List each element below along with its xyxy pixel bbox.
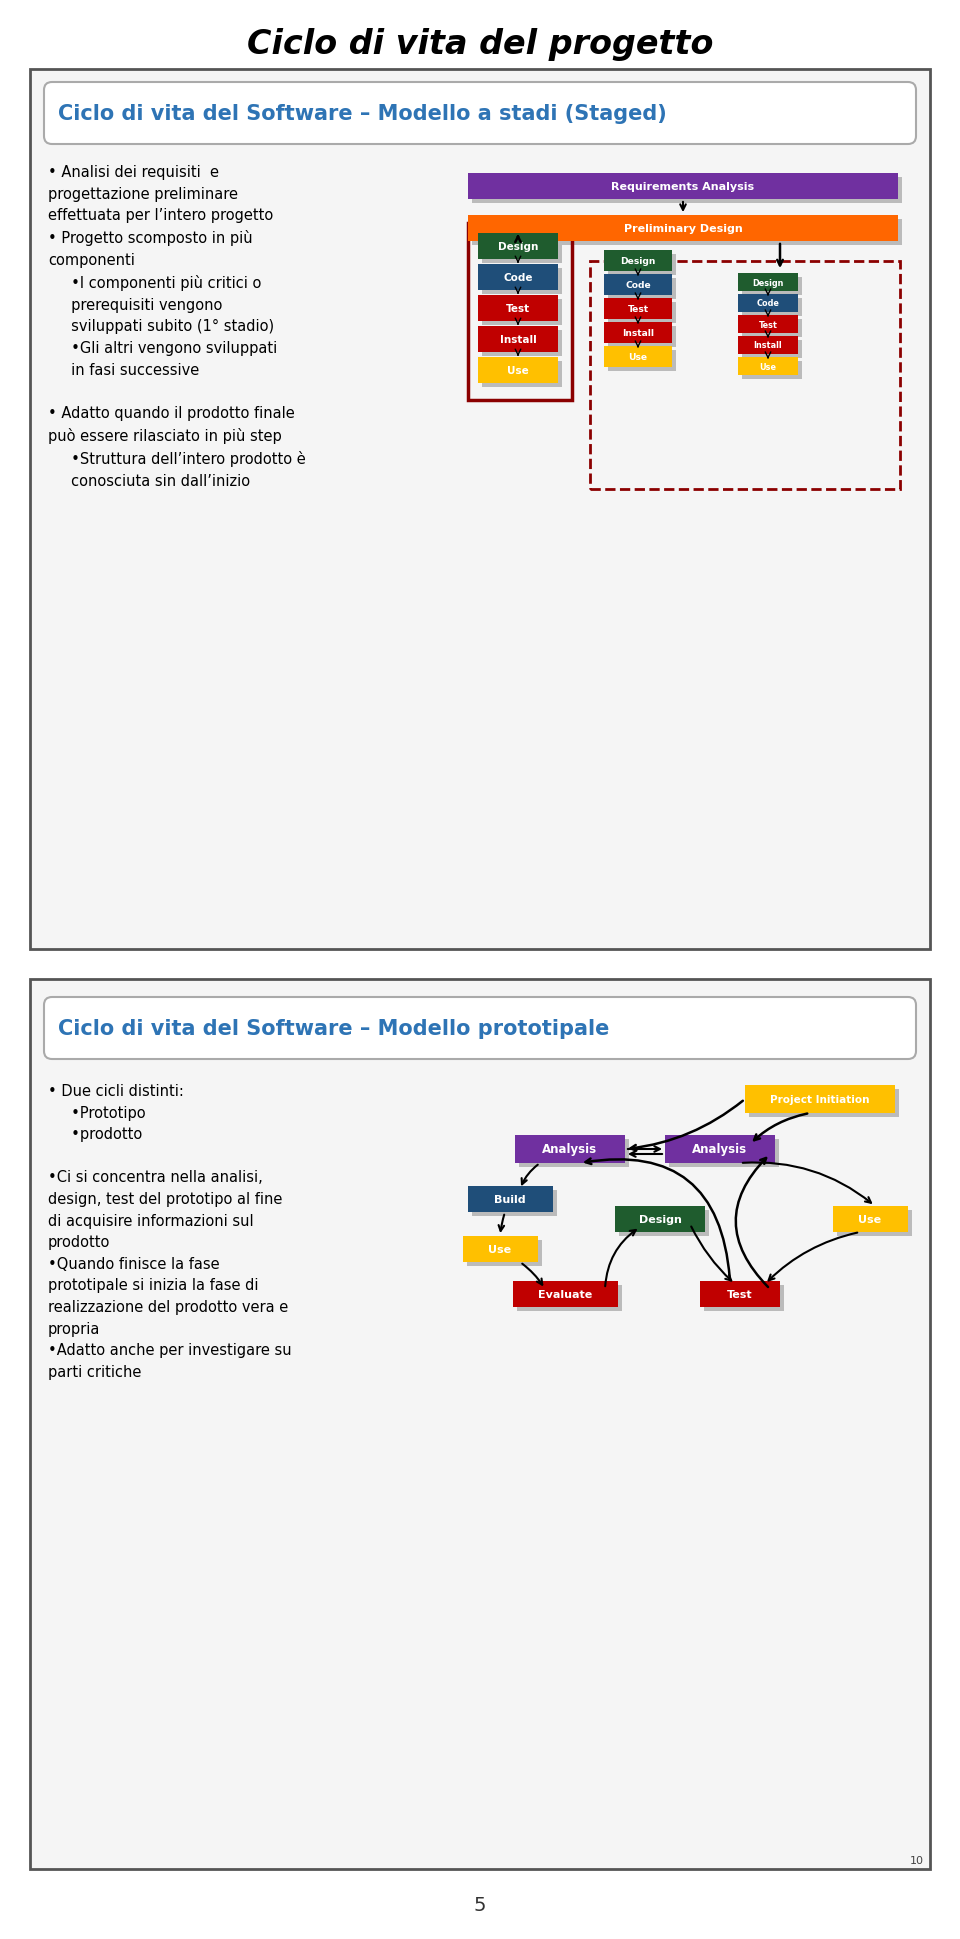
Text: Analysis: Analysis [692,1142,748,1156]
Bar [742,341,802,359]
Text: Build: Build [494,1194,526,1204]
Bar [467,1241,541,1266]
Text: Ciclo di vita del Software – Modello a stadi (Staged): Ciclo di vita del Software – Modello a s… [58,105,667,124]
Bar [738,359,798,376]
Bar [749,1090,899,1117]
Text: Analysis: Analysis [542,1142,597,1156]
Text: • Due cicli distinti:
     •Prototipo
     •prodotto

•Ci si concentra nella ana: • Due cicli distinti: •Prototipo •prodot… [48,1084,292,1379]
Text: • Analisi dei requisiti  e
progettazione preliminare
effettuata per l’intero pro: • Analisi dei requisiti e progettazione … [48,165,305,489]
Bar [471,1191,557,1216]
Bar [608,302,676,324]
Bar [615,1206,705,1233]
Text: Install: Install [622,330,654,337]
Text: Install: Install [754,341,782,351]
Bar [742,363,802,380]
Bar [30,70,930,950]
Bar [742,277,802,297]
Bar [738,316,798,334]
Text: Test: Test [506,304,530,314]
Text: Use: Use [759,363,777,370]
Text: Design: Design [753,279,783,287]
Text: 10: 10 [910,1856,924,1865]
Bar [608,351,676,372]
Bar [604,275,672,297]
Text: Design: Design [498,242,539,252]
Text: Use: Use [489,1245,512,1255]
Text: Code: Code [756,299,780,308]
Bar [604,299,672,320]
Text: Requirements Analysis: Requirements Analysis [612,182,755,192]
Bar [604,347,672,368]
Bar [30,979,930,1869]
Bar [468,1187,553,1212]
Bar [478,359,558,384]
Bar [513,1282,617,1307]
Text: Ciclo di vita del Software – Modello prototipale: Ciclo di vita del Software – Modello pro… [58,1018,610,1039]
Text: Test: Test [628,304,649,314]
Bar [745,1086,895,1113]
Text: 5: 5 [473,1894,487,1914]
Text: Preliminary Design: Preliminary Design [624,223,742,235]
Text: Evaluate: Evaluate [538,1289,592,1299]
Bar [515,1136,625,1163]
Text: Install: Install [499,335,537,345]
Bar [519,1140,629,1167]
Bar [738,273,798,293]
Text: Use: Use [507,366,529,376]
Bar [619,1210,709,1237]
Text: Project Initiation: Project Initiation [770,1094,870,1105]
Bar [472,219,902,246]
Bar [665,1136,775,1163]
Bar [590,262,900,491]
Bar [704,1286,784,1311]
Bar [478,328,558,353]
Bar [700,1282,780,1307]
Bar [482,238,562,264]
Text: Design: Design [638,1214,682,1224]
Text: Ciclo di vita del progetto: Ciclo di vita del progetto [247,27,713,60]
Bar [482,363,562,388]
Bar [478,266,558,291]
Bar [669,1140,779,1167]
Bar [468,223,572,401]
Text: Test: Test [758,320,778,330]
Bar [472,178,902,204]
Bar [608,254,676,275]
Bar [468,175,898,200]
Bar [482,270,562,295]
FancyBboxPatch shape [44,997,916,1059]
Text: Test: Test [727,1289,753,1299]
Text: Code: Code [625,281,651,289]
FancyBboxPatch shape [44,83,916,145]
Bar [482,332,562,357]
Bar [468,215,898,242]
Text: Design: Design [620,256,656,266]
Bar [516,1286,621,1311]
Bar [482,301,562,326]
Bar [738,295,798,312]
Bar [608,279,676,301]
Text: Code: Code [503,273,533,283]
Bar [836,1210,911,1237]
Bar [604,250,672,271]
Bar [608,328,676,347]
Bar [478,235,558,260]
Bar [738,337,798,355]
Text: Use: Use [858,1214,881,1224]
Bar [832,1206,907,1233]
Bar [742,320,802,337]
Text: Use: Use [629,353,648,363]
Bar [478,297,558,322]
Bar [742,299,802,316]
Bar [604,322,672,343]
Bar [463,1237,538,1262]
